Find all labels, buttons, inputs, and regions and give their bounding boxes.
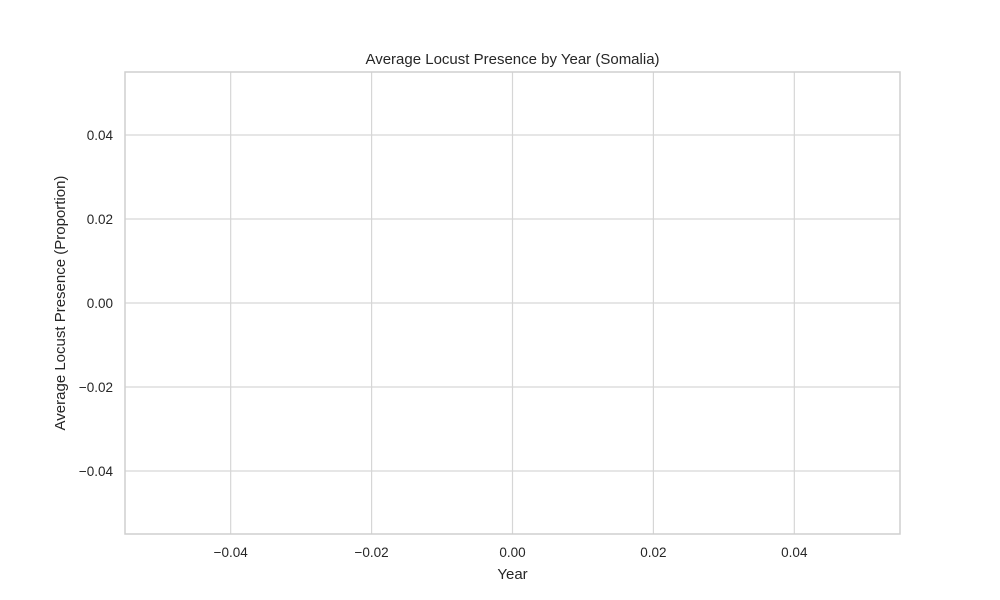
y-tick-label: −0.02 [79,380,113,395]
x-axis-label: Year [497,566,527,583]
x-tick-label: 0.00 [499,545,525,560]
plot-frame [124,71,901,535]
grid [125,72,900,534]
x-tick-label: −0.02 [355,545,389,560]
y-tick-label: 0.02 [87,212,113,227]
x-tick-label: −0.04 [214,545,249,560]
y-axis-ticks: −0.04 −0.02 0.00 0.02 0.04 [79,128,114,479]
y-tick-label: 0.00 [87,296,113,311]
x-tick-label: 0.02 [640,545,666,560]
y-tick-label: 0.04 [87,128,114,143]
chart-title: Average Locust Presence by Year (Somalia… [365,51,659,68]
y-tick-label: −0.04 [79,464,114,479]
y-axis-label: Average Locust Presence (Proportion) [52,176,69,431]
x-axis-ticks: −0.04 −0.02 0.00 0.02 0.04 [214,545,808,560]
x-tick-label: 0.04 [781,545,808,560]
